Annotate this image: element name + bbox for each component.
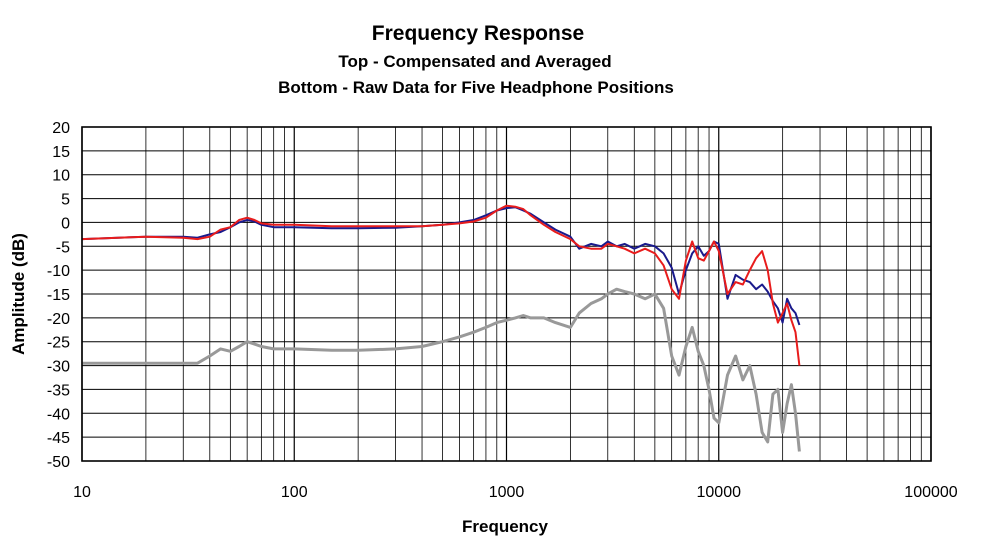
y-tick-label: -30 (47, 359, 70, 376)
series-line-3 (82, 287, 801, 452)
x-axis-label: Frequency (462, 517, 549, 536)
y-tick-label: -35 (47, 382, 70, 399)
y-tick-label: 0 (61, 215, 70, 232)
chart-subtitle-2: Bottom - Raw Data for Five Headphone Pos… (278, 78, 674, 97)
x-tick-labels: 10 100 1000 10000 100000 (73, 484, 958, 501)
y-tick-label: 15 (52, 144, 70, 161)
y-tick-label: -50 (47, 454, 70, 471)
y-tick-labels: 20 15 10 5 0 -5 -10 -15 -20 -25 -30 -35 -40 -45 -50 (47, 120, 70, 471)
y-tick-label: -40 (47, 406, 70, 423)
x-tick-label: 100000 (904, 484, 957, 501)
y-tick-label: -5 (56, 239, 70, 256)
x-tick-label: 10 (73, 484, 91, 501)
y-tick-label: 20 (52, 120, 70, 137)
series-line-2 (81, 204, 801, 366)
chart-subtitle-1: Top - Compensated and Averaged (338, 52, 611, 71)
series-line-1 (81, 206, 801, 326)
x-tick-label: 10000 (697, 484, 742, 501)
y-tick-label: -10 (47, 263, 70, 280)
y-tick-label: -15 (47, 287, 70, 304)
y-tick-label: -20 (47, 311, 70, 328)
series-group (81, 204, 801, 452)
y-tick-label: -25 (47, 335, 70, 352)
y-tick-label: 10 (52, 168, 70, 185)
y-axis-label: Amplitude (dB) (9, 233, 28, 355)
x-tick-label: 100 (281, 484, 308, 501)
y-tick-label: 5 (61, 192, 70, 209)
chart-title: Frequency Response (372, 22, 584, 45)
plot-area (81, 126, 932, 462)
grid (81, 126, 932, 462)
x-tick-label: 1000 (489, 484, 525, 501)
y-tick-label: -45 (47, 430, 70, 447)
